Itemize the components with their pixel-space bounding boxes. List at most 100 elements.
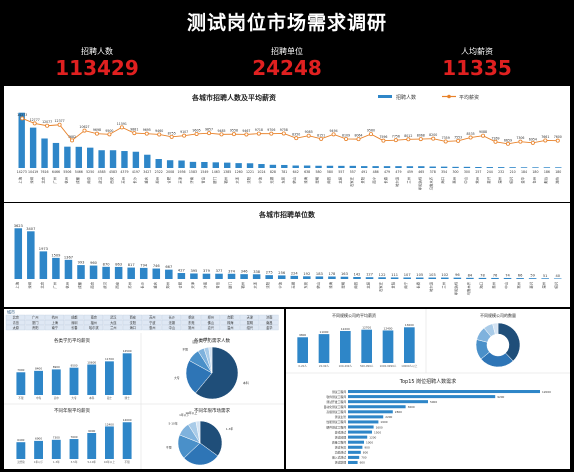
data-label: 4379 — [120, 170, 128, 174]
data-label: 256 — [278, 271, 286, 275]
bar — [315, 165, 322, 168]
x-tick-label: 宁波 — [278, 281, 283, 288]
salary-point — [543, 138, 548, 143]
x-tick-label: 哈尔滨 — [394, 176, 399, 187]
filter-cell — [239, 314, 260, 320]
data-label: 5250 — [86, 170, 94, 174]
salary-point — [443, 139, 448, 144]
bar — [277, 275, 286, 279]
filter-cell-label: 广州 — [32, 315, 38, 320]
kpi-label: 人均薪资 — [461, 47, 493, 56]
x-tick-label: 上海 — [14, 281, 19, 288]
salary-label: 8151 — [317, 133, 325, 137]
bar — [404, 327, 415, 363]
salary-label: 9558 — [230, 129, 238, 133]
salary-label: 12777 — [30, 118, 40, 122]
chart-title: 不同规模公司的平均薪资 — [332, 312, 376, 318]
x-tick-label: 绍兴 — [554, 281, 559, 288]
data-label: 186 — [544, 170, 550, 174]
salary-point — [144, 131, 149, 136]
filter-cell — [239, 320, 260, 325]
x-tick-label: 100-499人 — [339, 364, 353, 368]
bar — [348, 405, 406, 409]
x-tick-label: 温州 — [541, 282, 546, 289]
filter-cell-label: 天津 — [247, 315, 254, 320]
bar — [27, 231, 35, 279]
salary-point — [331, 132, 336, 137]
y-tick-label: 测试主管 — [335, 415, 346, 419]
salary-label: 9706 — [267, 128, 275, 132]
filter-cell-label: 合肥 — [227, 315, 234, 320]
bar — [491, 277, 499, 279]
bar — [365, 277, 374, 279]
x-tick-label: 烟台 — [543, 176, 548, 183]
bar — [348, 455, 360, 459]
bar — [378, 277, 386, 279]
chart-title: 不同规模公司的数量 — [480, 312, 516, 318]
x-tick-label: 苏州 — [120, 177, 125, 184]
salary-line — [22, 118, 558, 145]
bar — [39, 251, 48, 279]
bar — [303, 276, 311, 279]
filter-cell — [44, 320, 65, 325]
salary-label: 7596 — [379, 135, 387, 139]
bar — [16, 442, 26, 459]
salary-label: 9718 — [255, 128, 263, 132]
data-label: 232 — [498, 170, 504, 174]
x-tick-label: 大连 — [235, 176, 240, 183]
x-tick-label: 无锡 — [269, 176, 274, 183]
data-label: 7616 — [40, 170, 48, 174]
data-label: 794 — [140, 263, 148, 267]
filter-cell-label: 珠海 — [227, 320, 234, 325]
salary-point — [269, 131, 274, 136]
filter-cell-label: 武汉 — [110, 315, 117, 320]
salary-point — [20, 116, 25, 121]
salary-point — [256, 131, 261, 136]
salary-label: 9605 — [193, 128, 201, 132]
bar — [509, 167, 516, 168]
bar — [326, 165, 334, 168]
filter-cell — [161, 314, 182, 320]
salary-point — [456, 138, 461, 143]
bar — [353, 277, 361, 279]
x-tick-label: 博士 — [125, 396, 131, 400]
y-tick-label: 性能测试工程师 — [326, 420, 346, 424]
x-tick-label: 石家庄 — [349, 176, 354, 187]
x-tick-label: 兰州 — [441, 282, 446, 289]
bar — [406, 166, 414, 168]
x-tick-label: 南京 — [86, 176, 91, 183]
salary-label: 9857 — [205, 128, 213, 132]
filter-cell — [64, 325, 84, 331]
filter-cell — [122, 314, 143, 320]
salary-point — [157, 132, 162, 137]
salary-label: 7269 — [491, 136, 499, 140]
x-tick-label: 大连 — [253, 281, 258, 288]
bar — [390, 277, 399, 279]
x-tick-label: 郑州 — [155, 177, 160, 184]
salary-label: 9460 — [155, 129, 163, 133]
x-tick-label: 金华 — [520, 176, 525, 183]
y-tick-label: 测试经理 — [335, 435, 346, 439]
bottom-right-charts: 不同规模公司的平均薪资 不同规模公司的数量 Top15 岗位招聘人数需求 980… — [286, 309, 570, 465]
filter-cell-label: 长沙 — [169, 315, 176, 320]
data-label: 379 — [203, 269, 211, 273]
bar — [440, 166, 448, 168]
bar — [315, 276, 324, 279]
kpi-units: 招聘单位 24248 — [194, 44, 380, 84]
bar — [292, 165, 299, 168]
filter-cell-label: 东莞 — [188, 320, 195, 325]
data-label: 2200 — [385, 415, 392, 419]
salary-point — [119, 125, 124, 130]
x-tick-label: 广州 — [52, 177, 57, 184]
data-label: 257 — [475, 170, 481, 174]
salary-label: 6954 — [529, 137, 537, 141]
pie-label: 本科 — [243, 381, 249, 385]
data-label: 183 — [316, 272, 323, 276]
salary-point — [381, 138, 386, 143]
salary-label: 10627 — [79, 125, 89, 129]
x-tick-label: 合肥 — [177, 281, 182, 288]
data-label: 1260 — [235, 170, 243, 174]
data-label: 2008 — [166, 170, 174, 174]
bar — [212, 162, 219, 168]
data-label: 1385 — [223, 170, 231, 174]
